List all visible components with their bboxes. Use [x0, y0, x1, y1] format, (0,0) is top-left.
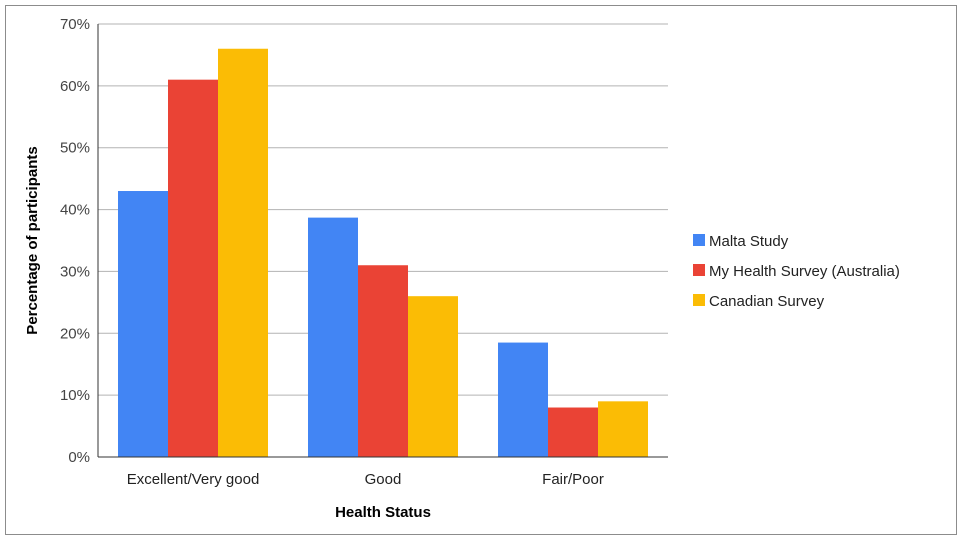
y-tick-label: 20%	[60, 325, 90, 342]
bar	[118, 191, 168, 457]
bar	[548, 407, 598, 457]
legend-swatch	[693, 234, 705, 246]
y-tick-label: 70%	[60, 16, 90, 33]
x-tick-label: Fair/Poor	[542, 471, 604, 488]
bar	[218, 48, 268, 457]
y-tick-label: 0%	[68, 449, 90, 466]
legend-label: Canadian Survey	[709, 293, 825, 310]
legend-swatch	[693, 264, 705, 276]
y-tick-label: 10%	[60, 387, 90, 404]
legend: Malta Study My Health Survey (Australia) C…	[693, 233, 900, 310]
x-tick-label: Good	[365, 471, 402, 488]
bar	[168, 79, 218, 458]
bar	[358, 265, 408, 457]
x-tick-label: Excellent/Very good	[127, 471, 260, 488]
legend-label: My Health Survey (Australia)	[709, 263, 900, 280]
legend-swatch	[693, 294, 705, 306]
x-axis-title: Health Status	[335, 504, 431, 521]
axes: 0% 10% 20% 30% 40% 50% 60% 70% Excellent/Very go…	[60, 16, 668, 488]
bar	[308, 217, 358, 457]
y-tick-label: 40%	[60, 202, 90, 219]
y-tick-label: 30%	[60, 263, 90, 280]
bar	[498, 342, 548, 457]
bar	[408, 296, 458, 457]
bar	[598, 401, 648, 457]
y-axis-title: Percentage of participants	[24, 146, 41, 334]
legend-label: Malta Study	[709, 233, 789, 250]
bars	[118, 48, 648, 458]
y-tick-label: 60%	[60, 78, 90, 95]
y-tick-label: 50%	[60, 140, 90, 157]
